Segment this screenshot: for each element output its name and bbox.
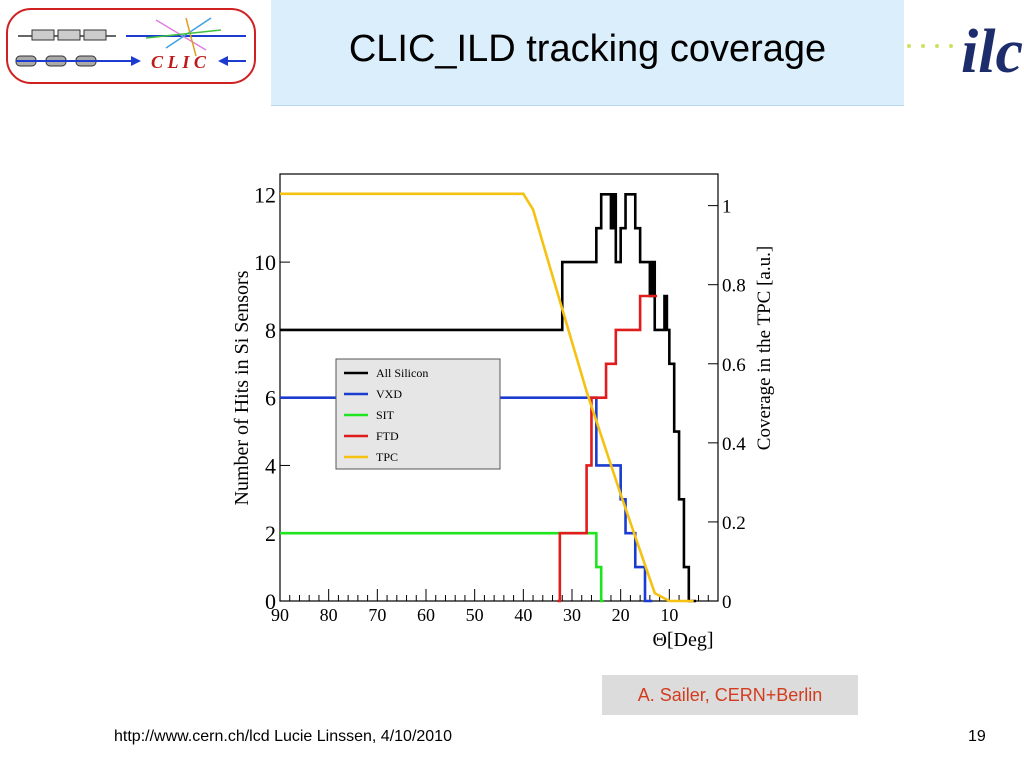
y-axis-label: Number of Hits in Si Sensors [231, 270, 253, 505]
chart-container: 0 2 4 6 8 10 12 0 0.2 0.4 0.6 0.8 1 90 80 70 60 50 40 30 2… [228, 168, 788, 658]
ilc-logo: ilc [907, 18, 1023, 80]
series-line-all-silicon [280, 193, 697, 603]
y2-tick-label: 0.4 [722, 434, 746, 455]
footer-left: http://www.cern.ch/lcd Lucie Linssen, 4/… [114, 728, 452, 745]
series-line-sit [280, 531, 604, 603]
y2-tick-label: 0.6 [722, 355, 746, 376]
legend: All Silicon VXD SIT FTD TPC [335, 358, 501, 470]
legend-label: SIT [376, 408, 395, 422]
series-line-tpc [280, 192, 694, 603]
ilc-logo-text: ilc [961, 18, 1023, 80]
y-tick-label: 2 [265, 521, 276, 546]
author-credit: A. Sailer, CERN+Berlin [602, 675, 858, 715]
legend-label: VXD [376, 387, 402, 401]
legend-label: FTD [376, 429, 399, 443]
series-line-ftd [557, 294, 658, 603]
y2-tick-label: 0.8 [722, 276, 746, 297]
x-tick-label: 50 [466, 605, 484, 625]
x-tick-label: 90 [271, 605, 289, 625]
y2-tick-label: 0.2 [722, 513, 746, 534]
x-tick-label: 20 [612, 605, 630, 625]
page-number: 19 [968, 728, 986, 745]
clic-logo: C L I C [6, 8, 256, 84]
y2-tick-label: 0 [722, 592, 732, 613]
y2-tick-label: 1 [722, 197, 732, 218]
y-tick-label: 4 [265, 453, 276, 478]
clic-logo-text: C L I C [151, 52, 207, 72]
slide-title: CLIC_ILD tracking coverage [348, 28, 827, 70]
x-tick-label: 30 [563, 605, 581, 625]
x-tick-label: 40 [514, 605, 532, 625]
y2-axis-label: Coverage in the TPC [a.u.] [754, 246, 775, 450]
y-tick-label: 0 [265, 589, 276, 614]
y-tick-label: 10 [254, 250, 276, 275]
tracking-coverage-chart: 0 2 4 6 8 10 12 0 0.2 0.4 0.6 0.8 1 90 80 70 60 50 40 30 2… [231, 173, 775, 651]
y-tick-label: 8 [265, 318, 276, 343]
x-tick-label: 80 [320, 605, 338, 625]
x-tick-label: 10 [660, 605, 678, 625]
y-tick-label: 12 [254, 182, 276, 207]
title-banner: CLIC_ILD tracking coverage [271, 0, 904, 106]
x-axis-label: Θ[Deg] [652, 629, 713, 651]
x-tick-label: 60 [417, 605, 435, 625]
y-tick-label: 6 [265, 386, 276, 411]
legend-label: All Silicon [376, 366, 428, 380]
series-line-vxd [280, 396, 653, 603]
legend-label: TPC [376, 450, 398, 464]
x-tick-label: 70 [368, 605, 386, 625]
